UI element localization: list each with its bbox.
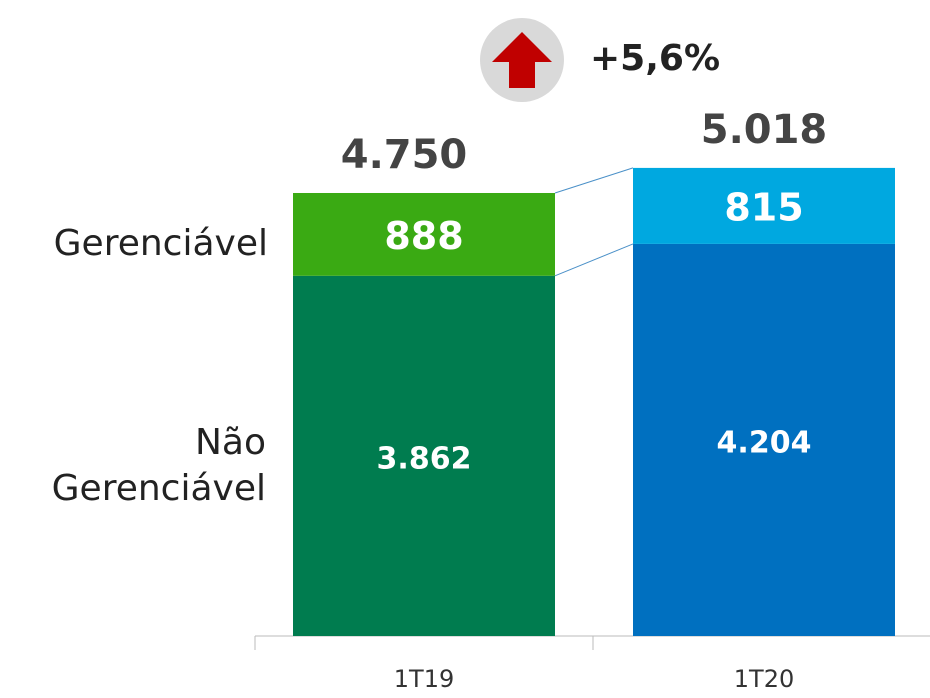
bar-segment <box>633 243 895 636</box>
value-label: 815 <box>724 185 803 229</box>
up-arrow <box>492 32 552 88</box>
value-label: 3.862 <box>377 441 472 476</box>
total-label: 4.750 <box>341 132 468 178</box>
annotation: +5,6% <box>590 38 720 79</box>
legend-label: Gerenciável <box>53 223 268 265</box>
x-tick-label: 1T19 <box>394 665 454 693</box>
value-label: 888 <box>384 214 463 258</box>
x-tick-label: 1T20 <box>734 665 794 693</box>
value-label: 4.204 <box>717 425 812 460</box>
legend-label: Não Gerenciável <box>51 421 266 509</box>
connector <box>554 167 634 194</box>
bar-segment <box>633 167 895 244</box>
bar-segment <box>293 275 555 636</box>
connector <box>554 243 634 277</box>
bar-segment <box>293 192 555 276</box>
total-label: 5.018 <box>701 107 828 153</box>
